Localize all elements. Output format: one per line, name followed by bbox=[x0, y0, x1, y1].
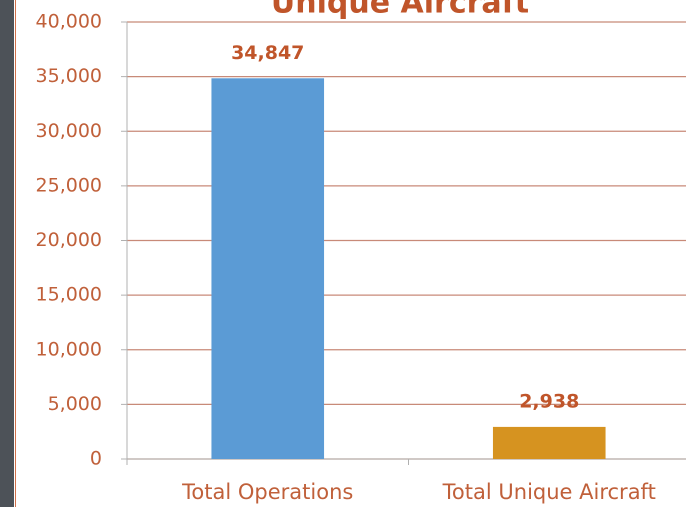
value-label: 2,938 bbox=[519, 390, 579, 412]
y-tick-label: 0 bbox=[90, 448, 102, 470]
bar bbox=[211, 78, 325, 460]
y-tick-label: 20,000 bbox=[36, 229, 102, 251]
bar bbox=[492, 426, 606, 459]
x-tick-label: Total Operations bbox=[181, 480, 353, 504]
y-tick-label: 40,000 bbox=[36, 11, 102, 33]
chart-title: Unique Aircraft bbox=[271, 0, 529, 21]
y-tick-label: 35,000 bbox=[36, 65, 102, 87]
y-tick-label: 15,000 bbox=[36, 284, 102, 306]
side-strip bbox=[0, 0, 14, 507]
y-tick-label: 25,000 bbox=[36, 174, 102, 196]
value-label: 34,847 bbox=[231, 42, 304, 64]
x-tick-label: Total Unique Aircraft bbox=[442, 480, 656, 504]
y-tick-label: 30,000 bbox=[36, 120, 102, 142]
y-tick-label: 5,000 bbox=[48, 393, 102, 415]
y-tick-label: 10,000 bbox=[36, 338, 102, 360]
